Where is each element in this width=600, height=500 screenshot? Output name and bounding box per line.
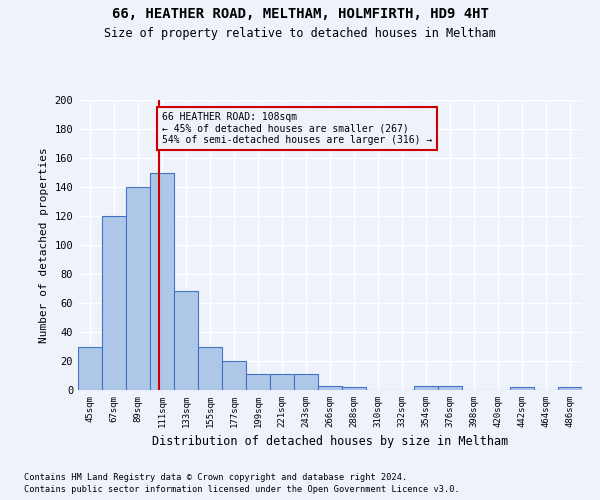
Text: Distribution of detached houses by size in Meltham: Distribution of detached houses by size …	[152, 435, 508, 448]
Text: Size of property relative to detached houses in Meltham: Size of property relative to detached ho…	[104, 28, 496, 40]
Bar	[126, 187, 150, 390]
Bar	[318, 386, 342, 390]
Bar	[150, 172, 174, 390]
Bar	[222, 361, 246, 390]
Text: Contains public sector information licensed under the Open Government Licence v3: Contains public sector information licen…	[24, 485, 460, 494]
Bar	[270, 374, 294, 390]
Text: Contains HM Land Registry data © Crown copyright and database right 2024.: Contains HM Land Registry data © Crown c…	[24, 472, 407, 482]
Bar	[558, 387, 582, 390]
Y-axis label: Number of detached properties: Number of detached properties	[39, 147, 49, 343]
Bar	[246, 374, 270, 390]
Bar	[294, 374, 318, 390]
Bar	[102, 216, 126, 390]
Bar	[174, 292, 198, 390]
Bar	[78, 346, 102, 390]
Text: 66, HEATHER ROAD, MELTHAM, HOLMFIRTH, HD9 4HT: 66, HEATHER ROAD, MELTHAM, HOLMFIRTH, HD…	[112, 8, 488, 22]
Bar	[438, 386, 462, 390]
Bar	[510, 387, 534, 390]
Bar	[198, 346, 222, 390]
Text: 66 HEATHER ROAD: 108sqm
← 45% of detached houses are smaller (267)
54% of semi-d: 66 HEATHER ROAD: 108sqm ← 45% of detache…	[163, 112, 433, 145]
Bar	[414, 386, 438, 390]
Bar	[342, 387, 366, 390]
